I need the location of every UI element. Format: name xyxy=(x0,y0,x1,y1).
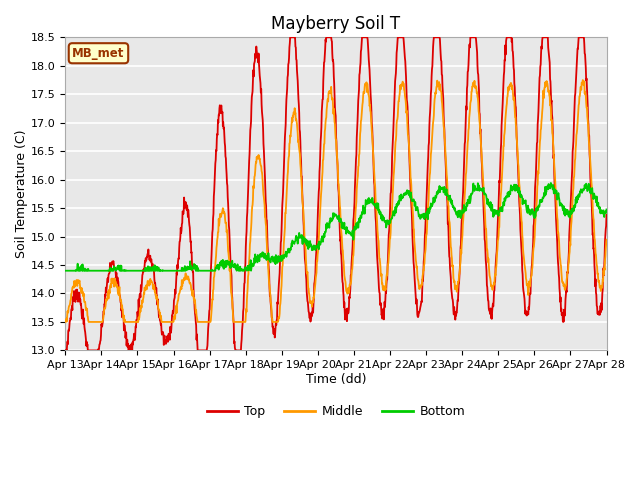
Y-axis label: Soil Temperature (C): Soil Temperature (C) xyxy=(15,130,28,258)
Title: Mayberry Soil T: Mayberry Soil T xyxy=(271,15,401,33)
Legend: Top, Middle, Bottom: Top, Middle, Bottom xyxy=(202,400,470,423)
Text: MB_met: MB_met xyxy=(72,47,125,60)
X-axis label: Time (dd): Time (dd) xyxy=(306,373,366,386)
